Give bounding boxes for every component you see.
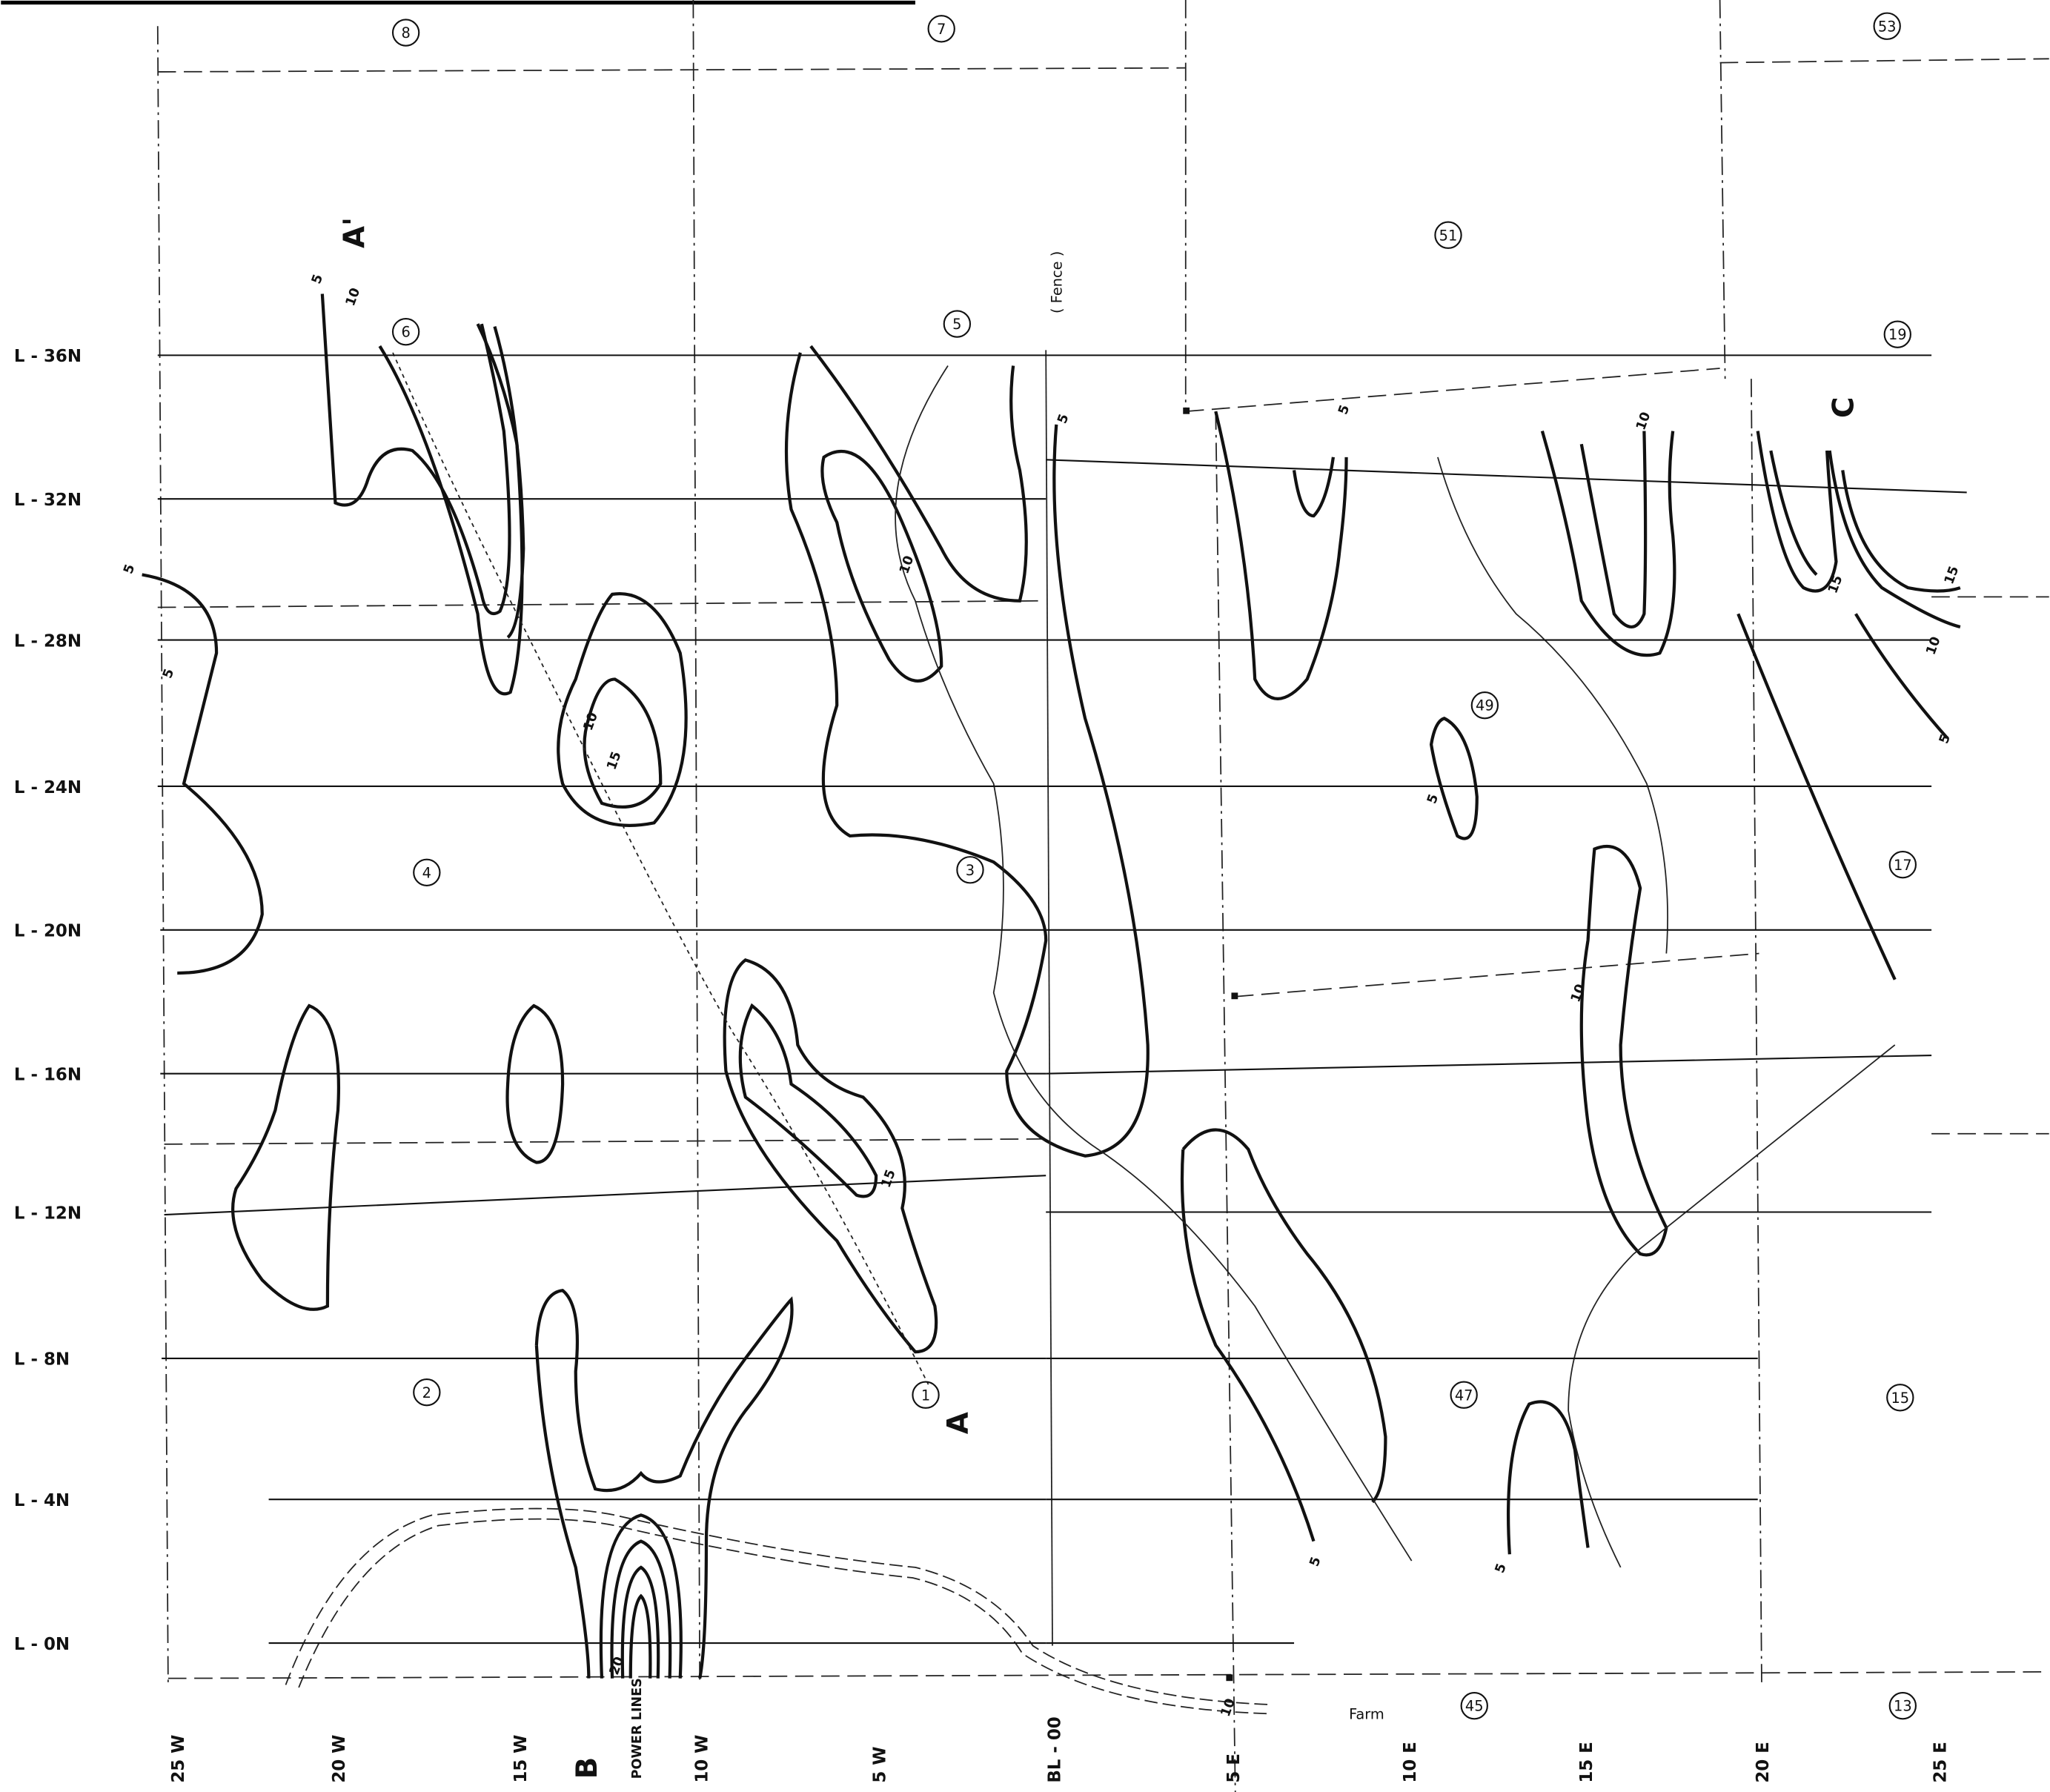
station-label: 20 E [1754, 1742, 1773, 1783]
line-label: L - 16N [14, 1065, 82, 1084]
survey-map: L - 36N L - 32N L - 28N L - 24N L - 20N L - 1… [0, 0, 2050, 1792]
farm-label: Farm [1349, 1705, 1384, 1722]
station-label: 15 W [511, 1735, 531, 1783]
station-label: 10 W [693, 1735, 712, 1783]
station-label: 25 W [169, 1735, 188, 1783]
station-label: 5 E [1224, 1753, 1244, 1783]
claim-number: 15 [1891, 1390, 1909, 1407]
claim-number: 47 [1455, 1387, 1473, 1404]
corner-post [1226, 1674, 1233, 1681]
power-lines-label: POWER LINES [630, 1678, 645, 1779]
section-marker: A [941, 1412, 975, 1434]
station-label: 10 E [1401, 1742, 1420, 1783]
line-label: L - 20N [14, 922, 82, 941]
station-label: 25 E [1931, 1742, 1950, 1783]
claim-number: 13 [1894, 1698, 1912, 1715]
claim-number: 7 [937, 21, 946, 38]
corner-post [1231, 992, 1238, 999]
station-label: 15 E [1577, 1742, 1596, 1783]
claim-number: 49 [1476, 697, 1494, 714]
line-label: L - 36N [14, 347, 82, 366]
claim-number: 2 [422, 1384, 431, 1401]
claim-number: 51 [1439, 227, 1458, 244]
claim-number: 5 [952, 316, 961, 333]
station-label: 20 W [330, 1735, 349, 1783]
claim-number: 45 [1465, 1698, 1484, 1715]
line-label: L - 8N [14, 1350, 70, 1370]
claim-number: 17 [1894, 857, 1912, 874]
station-label: 5 W [870, 1746, 889, 1782]
background [1, 0, 2049, 1792]
line-label: L - 32N [14, 491, 82, 510]
section-marker: C [1827, 397, 1860, 418]
corner-post [1183, 408, 1190, 414]
station-label: BL - 00 [1046, 1716, 1065, 1782]
claim-number: 3 [966, 862, 975, 879]
line-label: L - 24N [14, 778, 82, 797]
line-label: L - 28N [14, 631, 82, 651]
claim-number: 1 [921, 1387, 930, 1404]
fence-label: ( Fence ) [1048, 251, 1065, 313]
claim-number: 4 [422, 864, 431, 881]
claim-number: 8 [401, 24, 410, 42]
claim-number: 6 [401, 324, 410, 341]
section-marker: A' [338, 217, 371, 248]
line-label: L - 0N [14, 1635, 70, 1654]
section-marker: B [571, 1757, 604, 1779]
claim-number: 53 [1878, 18, 1897, 35]
claim-number: 19 [1888, 326, 1907, 343]
line-label: L - 4N [14, 1491, 70, 1510]
line-label: L - 12N [14, 1204, 82, 1223]
